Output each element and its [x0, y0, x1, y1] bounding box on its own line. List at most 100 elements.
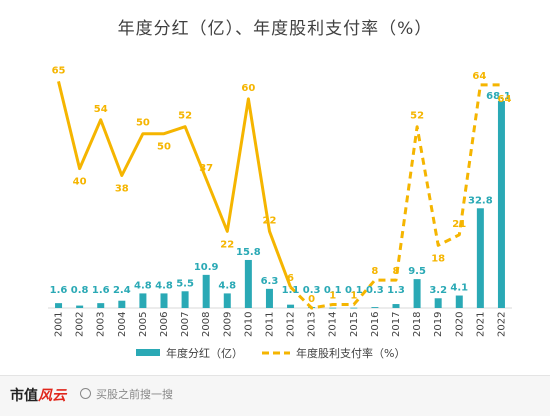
- bar-2016: [371, 307, 379, 308]
- line-label-2009: 22: [220, 239, 234, 250]
- line-dashed-segment: [289, 83, 502, 310]
- x-axis-tick-labels: 2001 2002 2003 2004 2005 2006 2007 2008 2009 2010…: [54, 312, 508, 337]
- bar-label-2017: 1.3: [387, 285, 405, 296]
- x-tick-2009: 2009: [222, 312, 233, 337]
- line-label-2013: 0: [308, 294, 315, 305]
- bar-label-2006: 4.8: [155, 280, 173, 291]
- line-series: [57, 81, 502, 310]
- bar-2022: [497, 100, 505, 308]
- x-tick-2013: 2013: [307, 312, 318, 337]
- bar-2004: [118, 300, 126, 308]
- line-label-2022: 64: [497, 94, 511, 105]
- line-label-2001: 65: [52, 65, 66, 76]
- bar-label-2016: 0.3: [366, 285, 384, 296]
- line-label-2005: 50: [136, 118, 150, 129]
- legend-bar-label: 年度分红（亿）: [166, 346, 243, 360]
- x-tick-2017: 2017: [391, 312, 402, 337]
- brand-logo-text: 市值: [10, 388, 38, 404]
- line-label-2015: 1: [350, 291, 357, 302]
- x-tick-2018: 2018: [412, 312, 423, 337]
- bar-label-2021: 32.8: [468, 195, 493, 206]
- x-tick-2022: 2022: [496, 312, 507, 337]
- x-tick-2014: 2014: [328, 312, 339, 337]
- bar-2014: [329, 307, 337, 309]
- bar-data-labels: 1.6 0.8 1.6 2.4 4.8 4.8 5.510.94.815.86.31.1 0.…: [50, 91, 511, 296]
- bar-label-2011: 6.3: [261, 276, 279, 287]
- bar-label-2004: 2.4: [113, 285, 131, 296]
- bar-2002: [76, 305, 84, 308]
- bar-2015: [350, 307, 358, 309]
- bar-label-2020: 4.1: [450, 283, 468, 294]
- line-label-2004: 38: [115, 184, 129, 195]
- bar-2010: [244, 259, 252, 308]
- x-tick-2008: 2008: [201, 312, 212, 337]
- bar-label-2005: 4.8: [134, 280, 152, 291]
- legend-line-label: 年度股利支付率（%）: [296, 346, 405, 360]
- bar-label-2022: 68.1: [486, 91, 511, 102]
- x-tick-2007: 2007: [180, 312, 191, 337]
- bar-2017: [392, 304, 400, 308]
- line-label-2002: 40: [73, 177, 87, 188]
- brand-logo-accent: 风云: [38, 388, 66, 404]
- chart-title: 年度分红（亿）、年度股利支付率（%）: [117, 19, 433, 39]
- bar-label-2009: 4.8: [218, 280, 236, 291]
- line-label-2019: 18: [431, 253, 445, 264]
- bar-label-2008: 10.9: [194, 262, 219, 273]
- line-label-2012: 6: [287, 273, 294, 284]
- chart-canvas: 1.6 0.8 1.6 2.4 4.8 4.8 5.510.94.815.86.31.1 0.…: [48, 65, 512, 360]
- line-label-2020: 21: [452, 219, 466, 230]
- line-label-2007: 52: [178, 111, 192, 122]
- bar-label-2018: 9.5: [408, 266, 426, 277]
- bar-2001: [55, 303, 63, 308]
- bar-label-2013: 0.3: [303, 285, 321, 296]
- bar-label-2002: 0.8: [71, 285, 89, 296]
- line-solid-segment: [57, 81, 292, 288]
- line-label-2003: 54: [94, 104, 108, 115]
- x-tick-2019: 2019: [433, 312, 444, 337]
- bar-2007: [181, 291, 189, 308]
- bar-2021: [476, 208, 484, 308]
- x-tick-2020: 2020: [454, 312, 465, 337]
- x-tick-2004: 2004: [117, 312, 128, 337]
- bar-2012: [287, 304, 295, 308]
- bar-label-2014: 0.1: [324, 285, 342, 296]
- x-tick-2021: 2021: [475, 312, 486, 337]
- line-label-2017: 8: [393, 266, 400, 277]
- bar-label-2003: 1.6: [92, 285, 110, 296]
- x-tick-2005: 2005: [138, 312, 149, 337]
- bar-2019: [434, 298, 442, 308]
- bar-label-2019: 3.2: [429, 285, 447, 296]
- watermark-footer: 市值风云 买股之前搜一搜: [0, 375, 550, 416]
- x-tick-2012: 2012: [286, 312, 297, 337]
- line-label-2014: 1: [329, 291, 336, 302]
- search-icon: [80, 388, 91, 399]
- bar-label-2007: 5.5: [176, 278, 194, 289]
- x-tick-2002: 2002: [75, 312, 86, 337]
- bar-2018: [413, 279, 421, 308]
- bar-label-2001: 1.6: [50, 285, 68, 296]
- bar-2008: [202, 274, 210, 308]
- x-tick-2003: 2003: [96, 312, 107, 337]
- legend: 年度分红（亿） 年度股利支付率（%）: [136, 346, 405, 360]
- bar-label-2010: 15.8: [236, 247, 261, 258]
- line-label-2018: 52: [410, 111, 424, 122]
- x-tick-2006: 2006: [159, 312, 170, 337]
- x-tick-2015: 2015: [349, 312, 360, 337]
- search-hint-text: 买股之前搜一搜: [96, 388, 173, 401]
- line-label-2008: 37: [199, 163, 213, 174]
- line-label-2016: 8: [371, 266, 378, 277]
- x-tick-2011: 2011: [264, 312, 275, 337]
- line-label-2011: 22: [262, 215, 276, 226]
- legend-bar-swatch: [136, 349, 160, 356]
- bar-2020: [455, 295, 463, 308]
- bar-2005: [139, 293, 147, 308]
- search-hint: 买股之前搜一搜: [80, 384, 173, 406]
- bar-2011: [265, 288, 273, 308]
- x-tick-2010: 2010: [243, 312, 254, 337]
- x-tick-2016: 2016: [370, 312, 381, 337]
- line-label-2006: 50: [157, 142, 171, 153]
- bar-2006: [160, 293, 168, 308]
- x-tick-2001: 2001: [54, 312, 65, 337]
- bar-label-2015: 0.1: [345, 285, 363, 296]
